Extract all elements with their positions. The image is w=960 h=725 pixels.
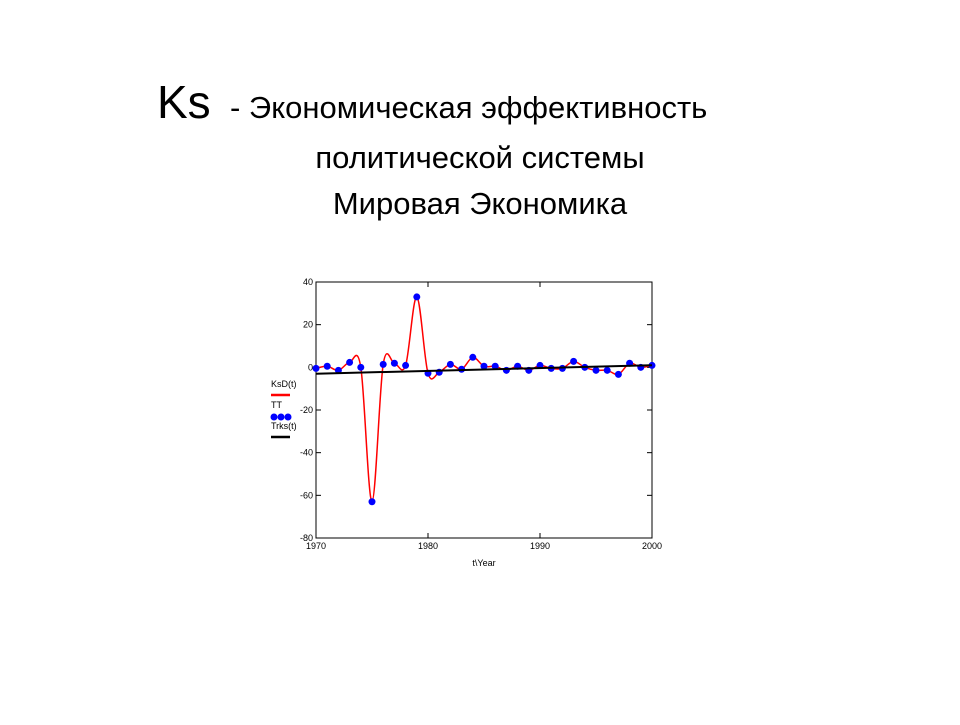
y-tick-label: 40 [303,277,313,287]
data-point [592,366,600,374]
y-tick-label: -60 [300,490,313,500]
data-point [614,370,622,378]
data-point [570,357,578,365]
data-point [390,359,398,367]
y-tick-label: -80 [300,533,313,543]
data-point [491,362,499,370]
data-point [312,364,320,372]
legend-label: Trks(t) [271,421,297,431]
title-line: политической системы [315,140,644,175]
data-point [323,362,331,370]
legend-label: KsD(t) [271,379,297,389]
y-tick-label: -20 [300,405,313,415]
data-point [480,362,488,370]
legend-swatch [277,413,285,421]
data-point [446,360,454,368]
trend-line [315,364,653,375]
y-tick-label: 0 [308,362,313,372]
data-point [379,360,387,368]
x-tick-label: 1990 [530,541,550,551]
data-point [603,366,611,374]
x-tick-label: 1970 [306,541,326,551]
x-axis-label: t\Year [472,558,495,568]
x-tick-label: 1980 [418,541,438,551]
x-tick-label: 2000 [642,541,662,551]
plot-frame [315,281,653,539]
title-line: - Экономическая эффективность [230,90,707,125]
data-point [357,363,365,371]
legend-swatch [270,413,278,421]
title-line: Мировая Экономика [333,186,628,221]
data-point [334,366,342,374]
data-point [413,293,421,301]
data-point [402,361,410,369]
data-point [469,353,477,361]
data-point [346,358,354,366]
data-point [368,498,376,506]
y-tick-label: 20 [303,320,313,330]
series-line [315,296,653,503]
legend-swatch [284,413,292,421]
y-tick-label: -40 [300,448,313,458]
title-symbol: Ks [157,76,211,128]
legend-label: TT [271,400,282,410]
